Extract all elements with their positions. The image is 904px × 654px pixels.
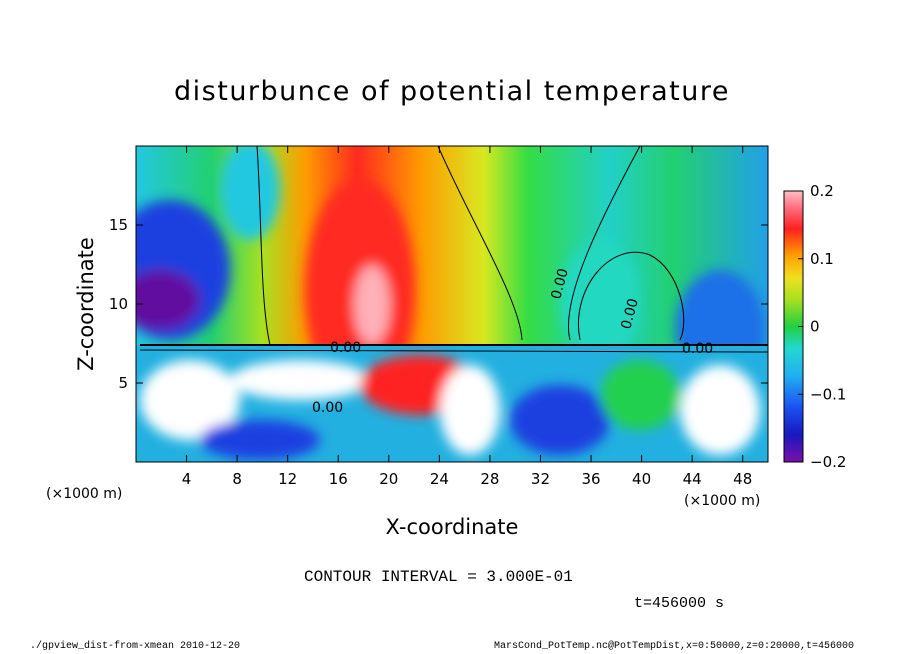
contour-label: 0.00 bbox=[618, 297, 642, 331]
x-axis-title: X-coordinate bbox=[386, 515, 519, 539]
colorbar-tick-label: 0.1 bbox=[810, 250, 834, 268]
footer-source: MarsCond_PotTemp.nc@PotTempDist,x=0:5000… bbox=[493, 641, 854, 652]
x-tick-label: 36 bbox=[581, 470, 600, 488]
x-unit-label-left: (×1000 m) bbox=[46, 486, 122, 502]
contour-label: 0.00 bbox=[312, 400, 343, 416]
colorbar-tick-label: −0.1 bbox=[810, 385, 846, 403]
x-tick-label: 40 bbox=[632, 470, 651, 488]
contour-label: 0.00 bbox=[330, 340, 361, 356]
y-tick-label: 15 bbox=[109, 216, 128, 234]
x-tick-label: 12 bbox=[278, 470, 297, 488]
y-tick-label: 10 bbox=[109, 295, 128, 313]
contour-label: 0.00 bbox=[548, 267, 572, 301]
y-axis: 5 10 15 bbox=[109, 216, 768, 392]
colorbar-tick-label: 0.2 bbox=[810, 182, 834, 200]
contour-interval-label: CONTOUR INTERVAL = 3.000E-01 bbox=[304, 568, 573, 586]
x-tick-label: 44 bbox=[683, 470, 702, 488]
x-axis: 4 8 12 16 20 24 28 32 36 40 44 48 bbox=[182, 146, 752, 488]
x-tick-label: 20 bbox=[379, 470, 398, 488]
y-tick-label: 5 bbox=[118, 374, 128, 392]
x-tick-label: 24 bbox=[430, 470, 449, 488]
colorbar-axis: 0.2 0.1 0 −0.1 −0.2 bbox=[798, 182, 846, 471]
x-tick-label: 16 bbox=[329, 470, 348, 488]
heatmap-field bbox=[136, 146, 768, 462]
y-axis-title: Z-coordinate bbox=[74, 237, 98, 371]
colorbar-tick-label: 0 bbox=[810, 318, 820, 336]
colorbar-tick-label: −0.2 bbox=[810, 453, 846, 471]
x-tick-label: 4 bbox=[182, 470, 192, 488]
x-tick-label: 8 bbox=[232, 470, 242, 488]
time-label: t=456000 s bbox=[634, 595, 725, 612]
chart-title: disturbunce of potential temperature bbox=[174, 76, 730, 107]
footer-command: ./gpview_dist-from-xmean 2010-12-20 bbox=[30, 641, 241, 652]
x-tick-label: 28 bbox=[480, 470, 499, 488]
x-tick-label: 32 bbox=[531, 470, 550, 488]
x-tick-label: 48 bbox=[733, 470, 752, 488]
contour-label: 0.00 bbox=[682, 341, 713, 357]
x-unit-label-right: (×1000 m) bbox=[684, 493, 760, 509]
